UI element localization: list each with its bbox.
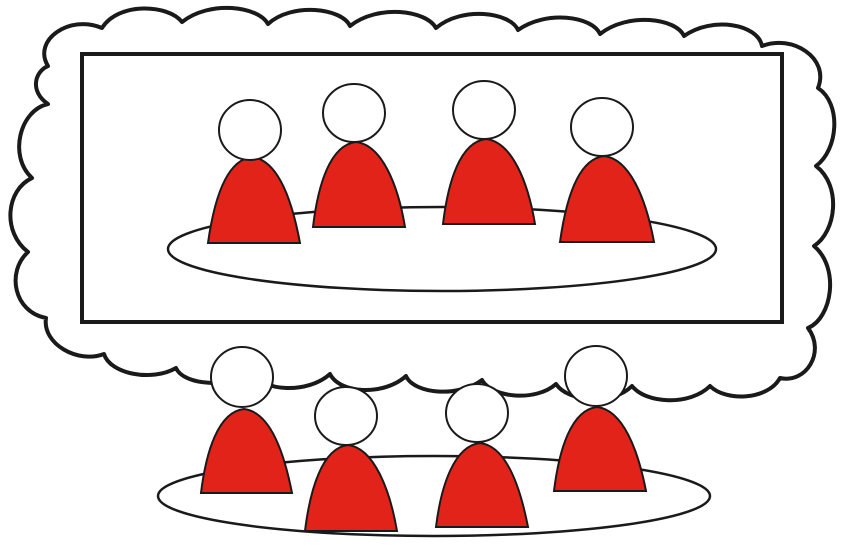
- person-head: [452, 80, 516, 140]
- person-head: [570, 97, 634, 157]
- person-head: [314, 386, 378, 446]
- person-icon: [206, 99, 302, 244]
- person-icon: [199, 346, 294, 494]
- person-icon: [434, 383, 530, 528]
- person-icon: [552, 345, 648, 492]
- person-body: [199, 407, 294, 494]
- person-icon: [311, 83, 407, 228]
- person-head: [322, 83, 386, 143]
- person-body: [434, 441, 530, 528]
- person-icon: [441, 80, 537, 225]
- person-head: [445, 383, 509, 443]
- person-icon: [303, 386, 399, 532]
- person-body: [552, 405, 648, 492]
- person-head: [218, 99, 282, 161]
- person-head: [210, 346, 274, 408]
- person-icon: [558, 97, 656, 243]
- person-head: [564, 345, 628, 407]
